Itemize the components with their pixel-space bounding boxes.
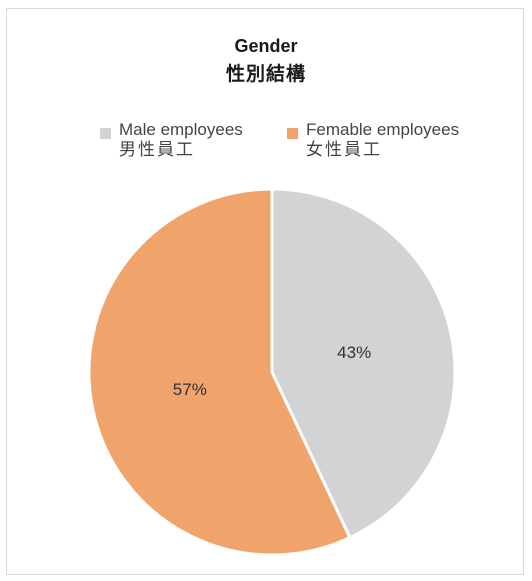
legend-label-male-wrap: Male employees 男性員工 [119,120,243,160]
legend-swatch-female [287,128,298,139]
chart-title: Gender [234,36,298,56]
legend-label-male: Male employees [119,120,243,139]
chart-legend: Male employees 男性員工 Femable employees 女性… [0,120,532,164]
legend-swatch-male [100,128,111,139]
pie-slice-female [87,187,352,557]
pie-slice-male [270,187,457,540]
legend-label-male-zh: 男性員工 [119,140,195,159]
legend-label-female: Femable employees [306,120,460,139]
legend-label-female-zh: 女性員工 [306,140,382,159]
legend-label-female-wrap: Femable employees 女性員工 [306,120,459,160]
chart-subtitle: 性別結構 [225,64,306,85]
data-label-male: 43% [337,343,371,362]
data-label-female: 57% [173,380,207,399]
